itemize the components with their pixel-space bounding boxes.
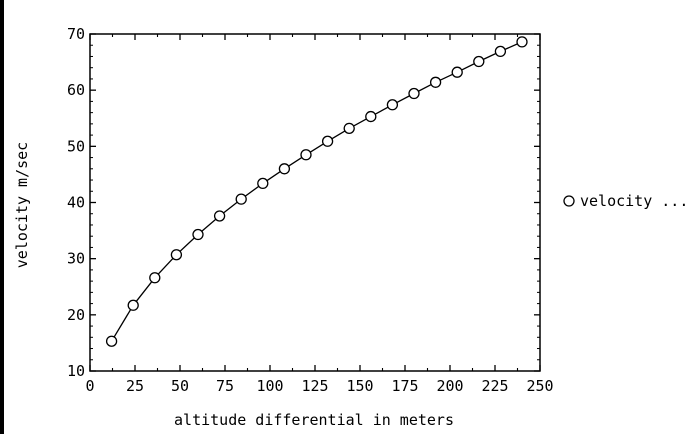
data-point — [494, 45, 507, 58]
x-tick-label: 250 — [526, 377, 553, 395]
left-border-bar — [0, 0, 4, 434]
x-axis-label: altitude differential in meters — [174, 411, 454, 429]
data-point — [321, 135, 334, 147]
data-point — [300, 149, 312, 161]
y-tick-label: 40 — [67, 194, 85, 212]
x-tick-label: 200 — [436, 377, 463, 395]
y-tick-label: 10 — [67, 362, 85, 380]
data-point — [516, 36, 528, 48]
data-point — [473, 55, 485, 68]
x-tick-label: 100 — [256, 377, 283, 395]
y-tick-label: 50 — [67, 137, 85, 155]
y-tick-label: 60 — [67, 81, 85, 99]
data-point — [365, 110, 377, 123]
data-point — [192, 228, 204, 241]
data-point — [213, 210, 226, 222]
data-point — [149, 272, 161, 284]
x-tick-label: 50 — [171, 377, 189, 395]
series-layer — [105, 36, 528, 347]
y-tick-label: 70 — [67, 25, 85, 43]
x-tick-label: 225 — [481, 377, 508, 395]
data-point — [170, 249, 183, 261]
x-tick-label: 150 — [346, 377, 373, 395]
data-point — [105, 335, 118, 347]
data-point — [235, 193, 247, 205]
y-tick-label: 30 — [67, 250, 85, 268]
data-point — [127, 299, 139, 311]
data-point — [451, 66, 463, 78]
plot-frame — [89, 33, 541, 372]
x-tick-label: 25 — [126, 377, 144, 395]
legend-label: velocity ... — [580, 192, 688, 210]
data-point — [408, 87, 420, 100]
y-axis: 10 20 30 40 50 60 70 — [67, 25, 540, 380]
data-point — [429, 76, 442, 88]
legend-marker — [563, 195, 575, 207]
x-tick-label: 75 — [216, 377, 234, 395]
data-point — [386, 99, 399, 111]
x-tick-label: 125 — [301, 377, 328, 395]
x-tick-label: 175 — [391, 377, 418, 395]
data-point — [343, 122, 355, 135]
legend: velocity ... — [563, 192, 688, 210]
plot-area-border — [89, 33, 541, 372]
y-tick-label: 20 — [67, 306, 85, 324]
x-axis: 0 25 50 75 100 125 150 175 200 225 250 — [85, 34, 554, 395]
data-point — [278, 163, 291, 175]
x-tick-label: 0 — [85, 377, 94, 395]
series-line — [111, 41, 523, 342]
data-point — [257, 177, 269, 190]
y-axis-label: velocity m/sec — [13, 142, 31, 268]
